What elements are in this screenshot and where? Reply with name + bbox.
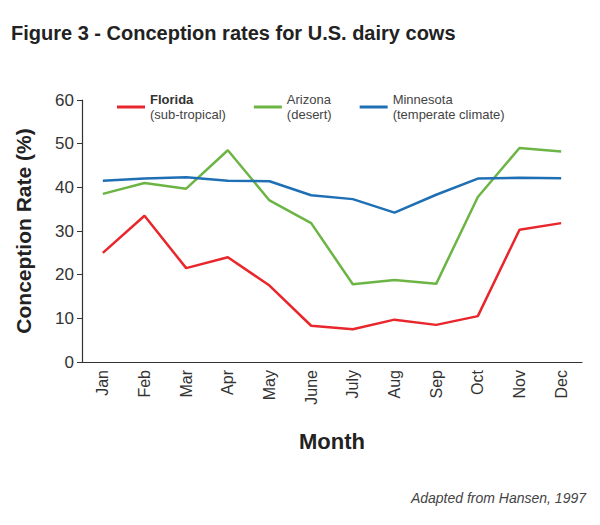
svg-text:June: June bbox=[303, 370, 320, 405]
svg-text:60: 60 bbox=[55, 91, 74, 110]
svg-text:Figure 3 - Conception rates fo: Figure 3 - Conception rates for U.S. dai… bbox=[11, 22, 456, 44]
svg-text:July: July bbox=[344, 370, 361, 398]
svg-text:Sep: Sep bbox=[428, 370, 445, 399]
svg-text:(temperate climate): (temperate climate) bbox=[393, 107, 505, 122]
svg-text:Mar: Mar bbox=[178, 369, 195, 397]
svg-text:Adapted from Hansen, 1997: Adapted from Hansen, 1997 bbox=[410, 490, 587, 506]
svg-text:40: 40 bbox=[55, 178, 74, 197]
svg-text:Month: Month bbox=[299, 429, 365, 454]
svg-text:20: 20 bbox=[55, 265, 74, 284]
svg-text:30: 30 bbox=[55, 222, 74, 241]
svg-text:(sub-tropical): (sub-tropical) bbox=[150, 107, 226, 122]
svg-text:Jan: Jan bbox=[94, 370, 111, 396]
svg-text:Feb: Feb bbox=[136, 370, 153, 398]
svg-text:Nov: Nov bbox=[511, 370, 528, 398]
svg-text:Arizona: Arizona bbox=[287, 92, 332, 107]
svg-text:10: 10 bbox=[55, 309, 74, 328]
svg-text:May: May bbox=[261, 370, 278, 400]
svg-text:0: 0 bbox=[65, 353, 74, 372]
svg-text:50: 50 bbox=[55, 134, 74, 153]
svg-text:Apr: Apr bbox=[219, 369, 236, 395]
svg-text:Conception Rate (%): Conception Rate (%) bbox=[12, 128, 35, 333]
svg-text:Oct: Oct bbox=[469, 369, 486, 394]
svg-text:Aug: Aug bbox=[386, 370, 403, 398]
svg-text:Minnesota: Minnesota bbox=[393, 92, 454, 107]
svg-text:Dec: Dec bbox=[553, 370, 570, 398]
svg-text:(desert): (desert) bbox=[287, 107, 332, 122]
svg-text:Florida: Florida bbox=[150, 92, 194, 107]
